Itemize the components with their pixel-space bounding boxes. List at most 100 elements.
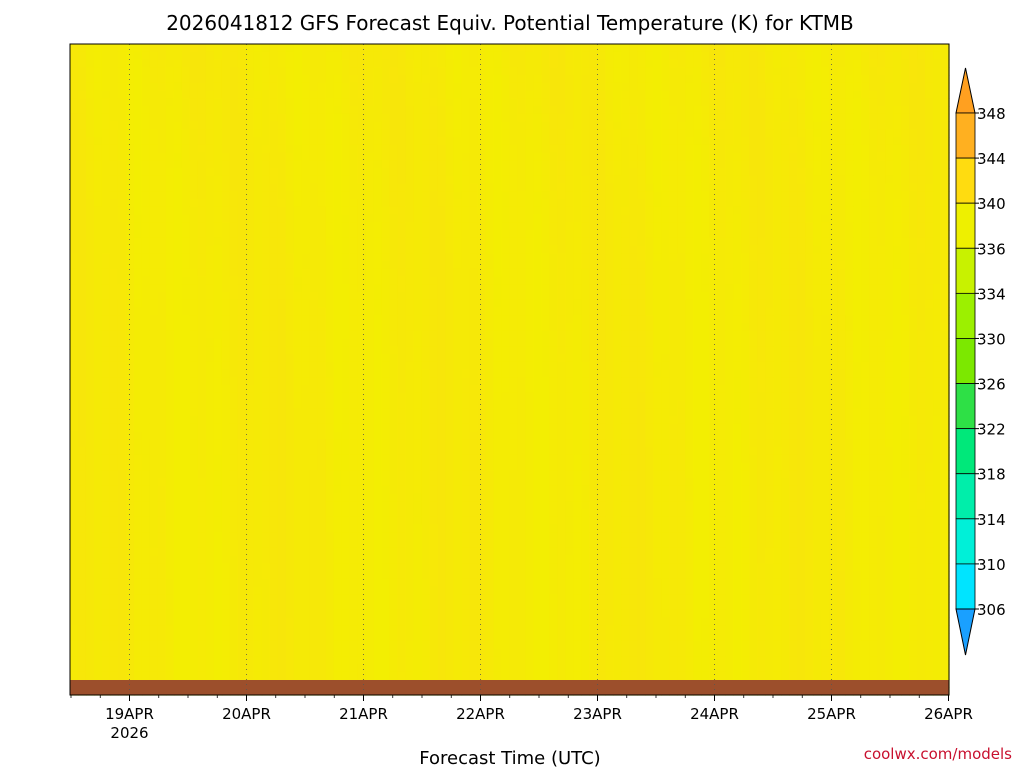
field-cell <box>893 369 902 378</box>
field-cell <box>157 361 167 371</box>
field-cell <box>357 284 367 293</box>
field-cell <box>605 183 614 192</box>
field-cell <box>253 113 263 123</box>
field-cell <box>85 113 95 123</box>
field-cell <box>629 338 638 347</box>
field-cell <box>517 75 527 84</box>
field-cell <box>485 82 495 92</box>
field-cell <box>149 191 159 200</box>
field-cell <box>837 230 846 239</box>
field-cell <box>141 237 151 247</box>
field-cell <box>797 369 806 378</box>
field-cell <box>509 137 519 146</box>
field-cell <box>909 276 918 285</box>
field-cell <box>781 338 790 347</box>
field-cell <box>781 44 790 53</box>
field-cell <box>693 98 702 107</box>
field-cell <box>205 330 215 340</box>
field-cell <box>165 245 175 254</box>
field-cell <box>861 299 870 309</box>
field-cell <box>573 284 583 293</box>
field-cell <box>725 191 734 200</box>
field-cell <box>205 222 215 231</box>
field-cell <box>757 168 766 177</box>
field-cell <box>245 44 255 53</box>
field-cell <box>333 121 343 130</box>
field-cell <box>77 152 87 161</box>
field-cell <box>301 214 311 223</box>
field-cell <box>821 315 830 324</box>
field-cell <box>261 183 271 192</box>
field-cell <box>165 183 175 192</box>
field-cell <box>509 98 519 107</box>
field-cell <box>293 160 303 169</box>
field-cell <box>557 214 567 223</box>
field-cell <box>661 268 670 278</box>
field-cell <box>629 214 638 223</box>
field-cell <box>517 191 527 200</box>
field-cell <box>933 51 942 61</box>
field-cell <box>157 191 167 200</box>
field-cell <box>333 206 343 216</box>
field-cell <box>781 183 790 192</box>
field-cell <box>333 369 343 378</box>
field-cell <box>349 245 359 254</box>
field-cell <box>453 346 463 355</box>
field-cell <box>941 183 950 192</box>
field-cell <box>901 67 910 76</box>
field-cell <box>797 214 806 223</box>
field-cell <box>165 206 175 216</box>
field-cell <box>501 338 511 347</box>
field-cell <box>717 75 726 84</box>
field-cell <box>717 245 726 254</box>
field-cell <box>549 82 559 92</box>
field-cell <box>181 261 191 270</box>
field-cell <box>613 214 622 223</box>
field-cell <box>237 330 247 340</box>
field-cell <box>453 75 463 84</box>
field-cell <box>581 121 591 130</box>
field-cell <box>389 160 399 169</box>
field-cell <box>205 346 215 355</box>
field-cell <box>541 98 551 107</box>
field-cell <box>653 129 662 138</box>
field-cell <box>893 59 902 68</box>
field-cell <box>461 253 471 262</box>
field-cell <box>117 152 127 161</box>
field-cell <box>605 354 614 363</box>
field-cell <box>741 276 750 285</box>
field-cell <box>757 268 766 278</box>
field-cell <box>437 82 447 92</box>
field-cell <box>893 51 902 61</box>
field-cell <box>373 82 383 92</box>
field-cell <box>253 106 263 115</box>
field-cell <box>389 392 399 402</box>
field-cell <box>549 237 559 247</box>
field-cell <box>493 292 503 301</box>
field-cell <box>245 175 255 185</box>
field-cell <box>85 160 95 169</box>
field-cell <box>605 82 614 92</box>
field-cell <box>637 168 646 177</box>
field-cell <box>317 129 327 138</box>
field-cell <box>485 137 495 146</box>
field-cell <box>573 98 583 107</box>
field-cell <box>469 385 479 394</box>
field-cell <box>245 160 255 169</box>
field-cell <box>621 199 630 208</box>
field-cell <box>325 67 335 76</box>
field-cell <box>909 106 918 115</box>
field-cell <box>365 369 375 378</box>
field-cell <box>741 175 750 185</box>
field-cell <box>853 292 862 301</box>
field-cell <box>133 152 143 161</box>
field-cell <box>333 338 343 347</box>
field-cell <box>597 237 606 247</box>
field-cell <box>749 183 758 192</box>
field-cell <box>365 330 375 340</box>
field-cell <box>629 385 638 394</box>
field-cell <box>565 284 575 293</box>
field-cell <box>70 253 79 262</box>
field-cell <box>493 183 503 192</box>
field-cell <box>373 183 383 192</box>
